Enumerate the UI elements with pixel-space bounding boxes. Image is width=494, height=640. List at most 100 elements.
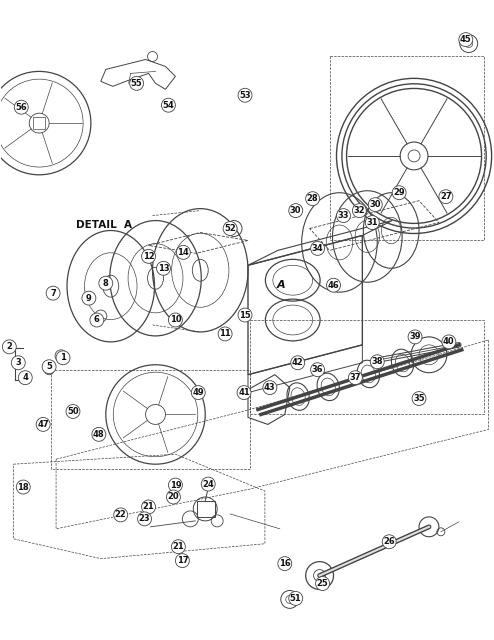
Bar bbox=[250, 320, 484, 415]
Circle shape bbox=[82, 291, 96, 305]
Circle shape bbox=[218, 327, 232, 341]
Text: 45: 45 bbox=[460, 35, 472, 44]
Circle shape bbox=[92, 428, 106, 442]
Circle shape bbox=[114, 508, 127, 522]
Circle shape bbox=[11, 356, 25, 370]
Text: 35: 35 bbox=[413, 394, 425, 403]
Text: A: A bbox=[277, 280, 285, 290]
Text: 51: 51 bbox=[290, 594, 302, 603]
Text: 18: 18 bbox=[17, 483, 29, 492]
Text: 52: 52 bbox=[224, 224, 236, 233]
Circle shape bbox=[412, 392, 426, 406]
Text: 11: 11 bbox=[219, 330, 231, 339]
Circle shape bbox=[366, 216, 379, 230]
Text: 42: 42 bbox=[292, 358, 304, 367]
Circle shape bbox=[263, 381, 277, 395]
Text: 22: 22 bbox=[115, 510, 126, 520]
Text: 40: 40 bbox=[443, 337, 454, 346]
Circle shape bbox=[370, 355, 384, 369]
Text: 21: 21 bbox=[172, 542, 184, 551]
Text: 32: 32 bbox=[354, 206, 365, 215]
Text: 13: 13 bbox=[158, 264, 169, 273]
Circle shape bbox=[162, 99, 175, 112]
Circle shape bbox=[14, 100, 28, 114]
Circle shape bbox=[382, 535, 396, 548]
Text: 37: 37 bbox=[350, 373, 361, 382]
Bar bbox=[329, 56, 484, 241]
Circle shape bbox=[289, 204, 303, 218]
Text: 56: 56 bbox=[15, 102, 27, 112]
Text: 25: 25 bbox=[317, 579, 329, 588]
Circle shape bbox=[166, 490, 180, 504]
Circle shape bbox=[175, 554, 189, 568]
Circle shape bbox=[442, 335, 456, 349]
Circle shape bbox=[142, 250, 156, 263]
Circle shape bbox=[56, 351, 70, 365]
Circle shape bbox=[336, 209, 350, 223]
Circle shape bbox=[238, 308, 252, 322]
Text: 34: 34 bbox=[312, 244, 324, 253]
Text: 26: 26 bbox=[383, 537, 395, 547]
Text: 5: 5 bbox=[46, 362, 52, 371]
Text: 33: 33 bbox=[338, 211, 349, 220]
Circle shape bbox=[18, 371, 32, 385]
Text: 53: 53 bbox=[239, 91, 251, 100]
Text: 43: 43 bbox=[264, 383, 276, 392]
Text: 39: 39 bbox=[410, 332, 421, 341]
Bar bbox=[197, 501, 215, 517]
Text: 24: 24 bbox=[203, 479, 214, 488]
Circle shape bbox=[439, 189, 453, 204]
Circle shape bbox=[459, 33, 473, 47]
Circle shape bbox=[238, 88, 252, 102]
Text: 31: 31 bbox=[367, 218, 378, 227]
Circle shape bbox=[352, 204, 367, 218]
Circle shape bbox=[16, 480, 30, 494]
Circle shape bbox=[99, 276, 113, 290]
Text: 30: 30 bbox=[290, 206, 301, 215]
Text: 50: 50 bbox=[67, 407, 79, 416]
Text: 7: 7 bbox=[50, 289, 56, 298]
Text: 47: 47 bbox=[38, 420, 49, 429]
Text: 20: 20 bbox=[167, 493, 179, 502]
Text: 27: 27 bbox=[440, 192, 452, 201]
Text: 23: 23 bbox=[139, 515, 150, 524]
Circle shape bbox=[171, 540, 185, 554]
Circle shape bbox=[168, 313, 182, 327]
Text: 48: 48 bbox=[93, 430, 105, 439]
Circle shape bbox=[42, 360, 56, 374]
Text: 1: 1 bbox=[60, 353, 66, 362]
Text: 28: 28 bbox=[307, 194, 319, 203]
Circle shape bbox=[369, 198, 382, 212]
Text: 6: 6 bbox=[94, 316, 100, 324]
Text: 54: 54 bbox=[163, 100, 174, 109]
Circle shape bbox=[46, 286, 60, 300]
Circle shape bbox=[2, 340, 16, 354]
Text: 9: 9 bbox=[86, 294, 92, 303]
Text: 10: 10 bbox=[169, 316, 181, 324]
Circle shape bbox=[278, 557, 292, 571]
Text: 3: 3 bbox=[15, 358, 21, 367]
Circle shape bbox=[316, 577, 329, 591]
Circle shape bbox=[408, 330, 422, 344]
Circle shape bbox=[36, 417, 50, 431]
Text: 36: 36 bbox=[312, 365, 324, 374]
Bar bbox=[51, 370, 250, 469]
Text: 15: 15 bbox=[239, 310, 251, 319]
Bar bbox=[33, 117, 45, 129]
Circle shape bbox=[138, 512, 152, 526]
Circle shape bbox=[191, 386, 205, 399]
Circle shape bbox=[201, 477, 215, 491]
Text: 4: 4 bbox=[22, 373, 28, 382]
Text: 17: 17 bbox=[176, 556, 188, 565]
Text: 49: 49 bbox=[193, 388, 204, 397]
Circle shape bbox=[311, 363, 325, 377]
Circle shape bbox=[176, 245, 190, 259]
Text: 14: 14 bbox=[177, 248, 189, 257]
Circle shape bbox=[306, 192, 320, 205]
Circle shape bbox=[168, 478, 182, 492]
Text: 46: 46 bbox=[328, 281, 339, 290]
Circle shape bbox=[129, 76, 144, 90]
Circle shape bbox=[142, 500, 156, 514]
Text: 8: 8 bbox=[103, 278, 109, 288]
Text: 12: 12 bbox=[143, 252, 155, 261]
